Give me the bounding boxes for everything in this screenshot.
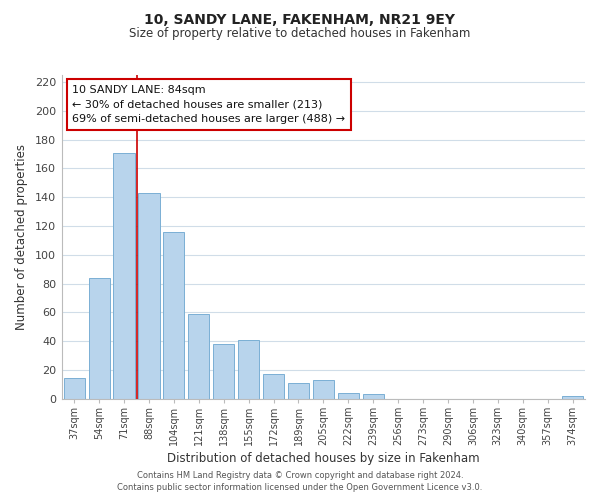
Bar xyxy=(188,314,209,398)
Bar xyxy=(213,344,234,399)
Bar xyxy=(338,393,359,398)
Bar xyxy=(139,193,160,398)
Bar xyxy=(113,152,134,398)
Bar xyxy=(263,374,284,398)
X-axis label: Distribution of detached houses by size in Fakenham: Distribution of detached houses by size … xyxy=(167,452,479,465)
Text: 10 SANDY LANE: 84sqm
← 30% of detached houses are smaller (213)
69% of semi-deta: 10 SANDY LANE: 84sqm ← 30% of detached h… xyxy=(72,84,346,124)
Bar xyxy=(562,396,583,398)
Text: Contains HM Land Registry data © Crown copyright and database right 2024.
Contai: Contains HM Land Registry data © Crown c… xyxy=(118,471,482,492)
Y-axis label: Number of detached properties: Number of detached properties xyxy=(15,144,28,330)
Bar xyxy=(64,378,85,398)
Bar xyxy=(238,340,259,398)
Bar xyxy=(313,380,334,398)
Text: 10, SANDY LANE, FAKENHAM, NR21 9EY: 10, SANDY LANE, FAKENHAM, NR21 9EY xyxy=(145,12,455,26)
Bar xyxy=(163,232,184,398)
Bar xyxy=(288,383,309,398)
Bar xyxy=(89,278,110,398)
Text: Size of property relative to detached houses in Fakenham: Size of property relative to detached ho… xyxy=(130,28,470,40)
Bar xyxy=(362,394,384,398)
